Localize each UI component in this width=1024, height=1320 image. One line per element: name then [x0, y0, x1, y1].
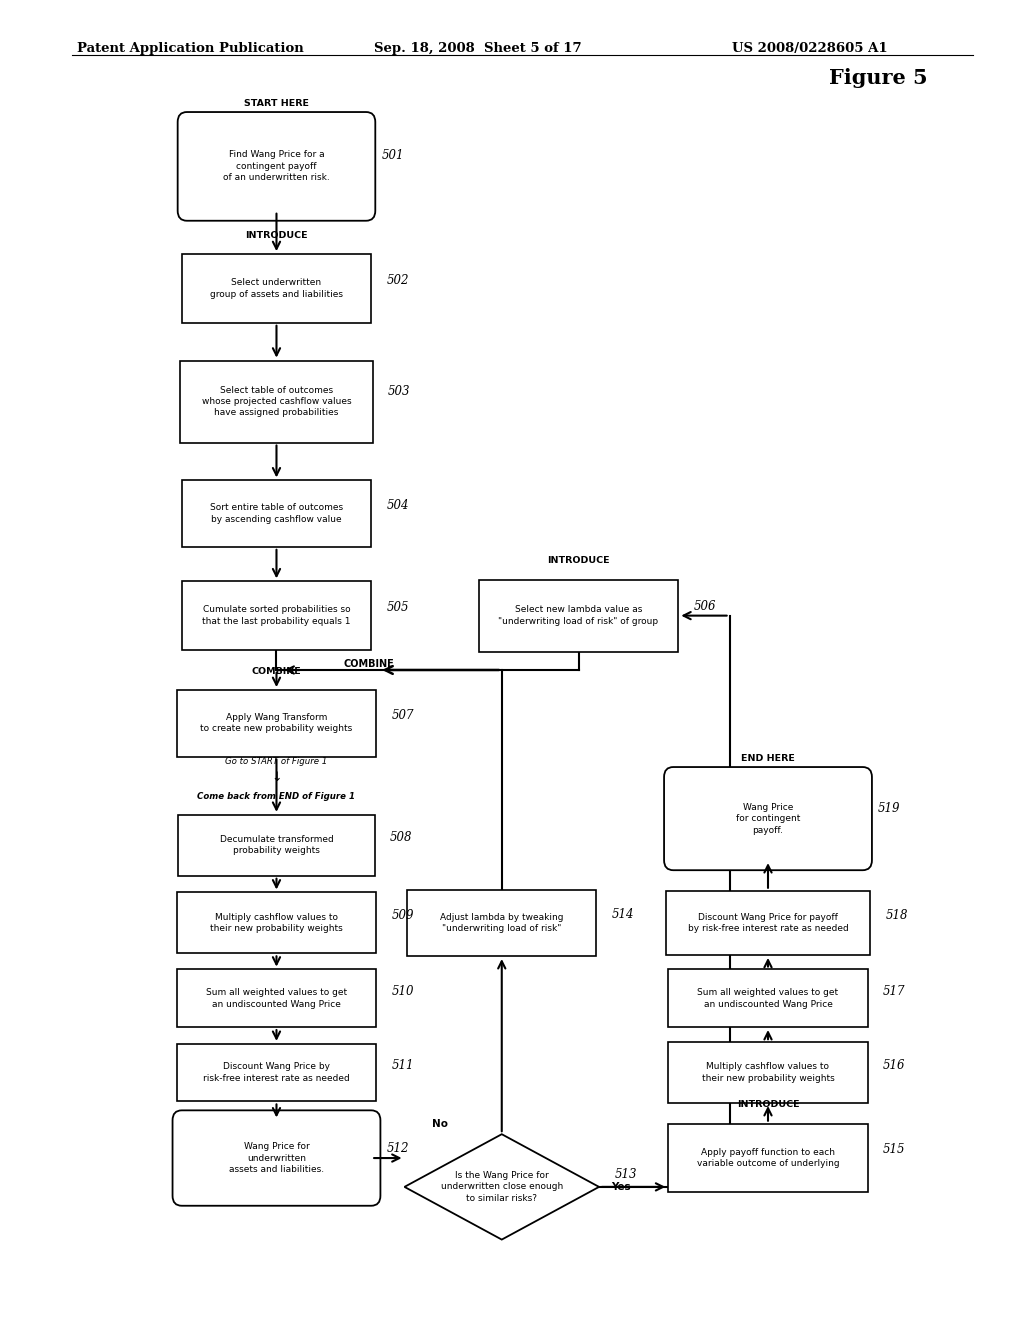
FancyBboxPatch shape: [182, 480, 372, 546]
Text: Select underwritten
group of assets and liabilities: Select underwritten group of assets and …: [210, 279, 343, 298]
FancyBboxPatch shape: [664, 767, 871, 870]
Text: Apply Wang Transform
to create new probability weights: Apply Wang Transform to create new proba…: [201, 713, 352, 734]
Text: Figure 5: Figure 5: [829, 67, 928, 87]
Text: 503: 503: [388, 385, 411, 399]
Text: 512: 512: [387, 1143, 409, 1155]
Text: Apply payoff function to each
variable outcome of underlying: Apply payoff function to each variable o…: [696, 1148, 840, 1168]
Text: 514: 514: [612, 908, 634, 921]
Text: 508: 508: [390, 832, 413, 845]
Text: Find Wang Price for a
contingent payoff
of an underwritten risk.: Find Wang Price for a contingent payoff …: [223, 150, 330, 182]
Text: Cumulate sorted probabilities so
that the last probability equals 1: Cumulate sorted probabilities so that th…: [202, 606, 351, 626]
Text: Sum all weighted values to get
an undiscounted Wang Price: Sum all weighted values to get an undisc…: [206, 989, 347, 1008]
Text: 507: 507: [392, 709, 414, 722]
Text: Sort entire table of outcomes
by ascending cashflow value: Sort entire table of outcomes by ascendi…: [210, 503, 343, 524]
FancyBboxPatch shape: [177, 1044, 377, 1101]
Text: INTRODUCE: INTRODUCE: [547, 556, 610, 565]
Text: 519: 519: [879, 803, 900, 816]
Text: 518: 518: [886, 908, 908, 921]
Text: Decumulate transformed
probability weights: Decumulate transformed probability weigh…: [219, 836, 334, 855]
Text: 505: 505: [387, 601, 409, 614]
Text: COMBINE: COMBINE: [343, 660, 394, 669]
Text: Come back from END of Figure 1: Come back from END of Figure 1: [198, 792, 355, 801]
Text: 501: 501: [382, 149, 403, 162]
Text: 516: 516: [883, 1059, 905, 1072]
FancyBboxPatch shape: [407, 890, 596, 956]
Text: Wang Price
for contingent
payoff.: Wang Price for contingent payoff.: [736, 803, 800, 834]
FancyBboxPatch shape: [172, 1110, 381, 1205]
FancyBboxPatch shape: [182, 581, 372, 649]
FancyBboxPatch shape: [668, 969, 867, 1027]
Text: 504: 504: [387, 499, 409, 512]
Text: Is the Wang Price for
underwritten close enough
to similar risks?: Is the Wang Price for underwritten close…: [440, 1171, 563, 1203]
Text: Adjust lambda by tweaking
"underwriting load of risk": Adjust lambda by tweaking "underwriting …: [440, 912, 563, 933]
FancyBboxPatch shape: [668, 1123, 867, 1192]
Text: 513: 513: [614, 1168, 637, 1181]
Text: INTRODUCE: INTRODUCE: [245, 231, 308, 240]
Text: Select new lambda value as
"underwriting load of risk" of group: Select new lambda value as "underwriting…: [499, 606, 658, 626]
Text: 515: 515: [883, 1143, 905, 1156]
FancyBboxPatch shape: [478, 579, 678, 652]
Text: No: No: [432, 1118, 449, 1129]
Text: Sep. 18, 2008  Sheet 5 of 17: Sep. 18, 2008 Sheet 5 of 17: [374, 42, 582, 55]
Polygon shape: [404, 1134, 599, 1239]
FancyBboxPatch shape: [180, 360, 373, 442]
Text: Multiply cashflow values to
their new probability weights: Multiply cashflow values to their new pr…: [701, 1063, 835, 1082]
Text: END HERE: END HERE: [741, 754, 795, 763]
Text: Wang Price for
underwritten
assets and liabilities.: Wang Price for underwritten assets and l…: [229, 1142, 324, 1173]
FancyBboxPatch shape: [178, 814, 375, 875]
Text: INTRODUCE: INTRODUCE: [736, 1101, 800, 1109]
Text: Patent Application Publication: Patent Application Publication: [77, 42, 303, 55]
Text: 502: 502: [387, 273, 409, 286]
Text: 511: 511: [392, 1059, 414, 1072]
FancyBboxPatch shape: [177, 690, 377, 756]
Text: Sum all weighted values to get
an undiscounted Wang Price: Sum all weighted values to get an undisc…: [697, 989, 839, 1008]
Text: ↓: ↓: [271, 771, 282, 784]
Text: Multiply cashflow values to
their new probability weights: Multiply cashflow values to their new pr…: [210, 912, 343, 933]
FancyBboxPatch shape: [177, 892, 377, 953]
Text: 517: 517: [883, 985, 905, 998]
FancyBboxPatch shape: [178, 112, 375, 220]
Text: 510: 510: [392, 985, 414, 998]
Text: COMBINE: COMBINE: [252, 667, 301, 676]
FancyBboxPatch shape: [182, 253, 372, 323]
Text: Discount Wang Price by
risk-free interest rate as needed: Discount Wang Price by risk-free interes…: [203, 1063, 350, 1082]
Text: Discount Wang Price for payoff
by risk-free interest rate as needed: Discount Wang Price for payoff by risk-f…: [688, 912, 848, 933]
FancyBboxPatch shape: [177, 969, 377, 1027]
Text: Select table of outcomes
whose projected cashflow values
have assigned probabili: Select table of outcomes whose projected…: [202, 385, 351, 417]
Text: START HERE: START HERE: [244, 99, 309, 108]
Text: Go to START of Figure 1: Go to START of Figure 1: [225, 756, 328, 766]
FancyBboxPatch shape: [666, 891, 870, 956]
Text: 509: 509: [392, 909, 414, 923]
Text: 506: 506: [694, 601, 716, 614]
FancyBboxPatch shape: [668, 1041, 867, 1104]
Text: Yes: Yes: [611, 1181, 631, 1192]
Text: US 2008/0228605 A1: US 2008/0228605 A1: [732, 42, 888, 55]
